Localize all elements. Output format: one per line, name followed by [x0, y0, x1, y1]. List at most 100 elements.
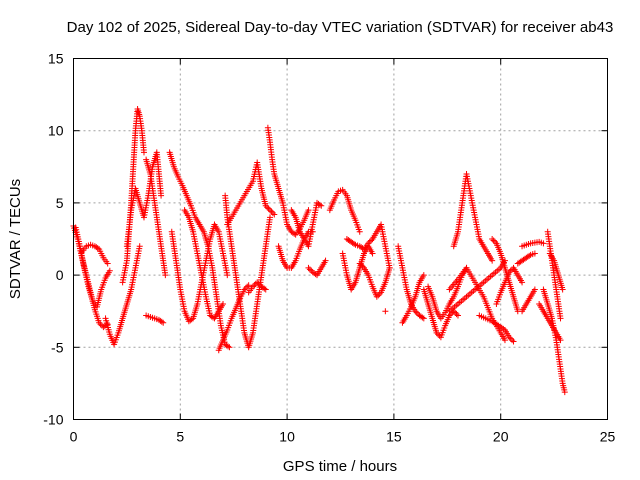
data-point-interp	[520, 256, 527, 263]
data-point-interp	[478, 280, 485, 287]
data-point-interp	[89, 296, 96, 303]
data-point-interp	[262, 200, 269, 207]
data-point-interp	[321, 259, 328, 266]
data-point-interp	[424, 298, 431, 305]
data-point-interp	[249, 331, 256, 338]
data-point-interp	[480, 314, 487, 321]
data-point-interp	[360, 252, 367, 259]
data-point-interp	[223, 269, 230, 276]
data-point-interp	[195, 219, 202, 226]
data-point-interp	[191, 212, 198, 219]
data-point-interp	[140, 146, 147, 153]
data-point-interp	[266, 136, 273, 143]
data-point-interp	[550, 255, 557, 262]
data-point	[245, 282, 252, 289]
data-point-interp	[251, 282, 258, 289]
data-point-interp	[358, 261, 365, 268]
data-point-interp	[225, 343, 232, 350]
data-points	[70, 106, 568, 396]
data-point-interp	[363, 242, 370, 249]
data-point-interp	[493, 321, 500, 328]
data-point-interp	[159, 255, 166, 262]
data-point-interp	[475, 233, 482, 240]
data-point-interp	[490, 237, 497, 244]
data-point-interp	[146, 168, 153, 175]
chart-title: Day 102 of 2025, Sidereal Day-to-day VTE…	[67, 19, 614, 36]
data-point-interp	[496, 291, 503, 298]
data-point-interp	[138, 125, 145, 132]
data-point-interp	[440, 311, 447, 318]
data-point-interp	[561, 386, 568, 393]
data-point-interp	[184, 212, 191, 219]
data-point-interp	[507, 335, 514, 342]
data-point-interp	[487, 317, 494, 324]
data-point-interp	[231, 307, 238, 314]
data-point-interp	[337, 187, 344, 194]
data-point-interp	[97, 288, 104, 295]
data-point-interp	[248, 180, 255, 187]
data-point-interp	[119, 317, 126, 324]
data-point-interp	[157, 190, 164, 197]
x-tick-label: 20	[493, 429, 509, 445]
data-point-interp	[80, 262, 87, 269]
data-point-interp	[345, 236, 352, 243]
data-point-interp	[366, 238, 373, 245]
data-point-interp	[101, 277, 108, 284]
data-point-interp	[368, 281, 375, 288]
data-point-interp	[317, 266, 324, 273]
data-point-interp	[286, 264, 293, 271]
data-point-interp	[208, 262, 215, 269]
data-point-interp	[315, 200, 322, 207]
y-tick-label: 0	[56, 267, 64, 283]
data-point-interp	[548, 313, 555, 320]
data-point-interp	[398, 262, 405, 269]
data-point-interp	[103, 258, 110, 265]
data-point-interp	[264, 204, 271, 211]
data-point-interp	[342, 190, 349, 197]
data-point-interp	[258, 183, 265, 190]
data-point-interp	[453, 278, 460, 285]
data-point-interp	[228, 240, 235, 247]
data-point-interp	[509, 337, 516, 344]
data-point-interp	[505, 271, 512, 278]
data-point-interp	[517, 277, 524, 284]
data-point-interp	[354, 242, 361, 249]
data-point-interp	[268, 154, 275, 161]
data-point-interp	[435, 331, 442, 338]
x-tick-label: 25	[600, 429, 616, 445]
data-point-interp	[182, 190, 189, 197]
x-tick-label: 10	[279, 429, 295, 445]
data-point-interp	[174, 171, 181, 178]
data-point-interp	[89, 242, 96, 249]
data-point-interp	[219, 339, 226, 346]
data-point-interp	[265, 205, 272, 212]
data-point-interp	[223, 342, 230, 349]
data-point-interp	[386, 266, 393, 273]
data-point-interp	[413, 309, 420, 316]
data-point-interp	[467, 190, 474, 197]
data-point-interp	[259, 284, 266, 291]
data-point-interp	[496, 248, 503, 255]
data-point	[271, 211, 278, 218]
data-point-interp	[217, 320, 224, 327]
data-point-interp	[501, 281, 508, 288]
data-point-interp	[93, 244, 100, 251]
data-point-interp	[522, 302, 529, 309]
data-point-interp	[479, 291, 486, 298]
data-point-interp	[419, 314, 426, 321]
data-point-interp	[526, 295, 533, 302]
data-point-interp	[402, 314, 409, 321]
y-axis-label: SDTVAR / TECUs	[7, 179, 24, 299]
data-point-interp	[291, 212, 298, 219]
data-point-interp	[555, 349, 562, 356]
data-point-interp	[153, 316, 160, 323]
data-point-interp	[364, 270, 371, 277]
data-point-interp	[488, 313, 495, 320]
data-point-interp	[258, 274, 265, 281]
data-point-interp	[214, 226, 221, 233]
data-point-interp	[453, 302, 460, 309]
data-point-interp	[227, 317, 234, 324]
data-point-interp	[224, 211, 231, 218]
data-point	[254, 279, 261, 286]
data-point-interp	[555, 298, 562, 305]
